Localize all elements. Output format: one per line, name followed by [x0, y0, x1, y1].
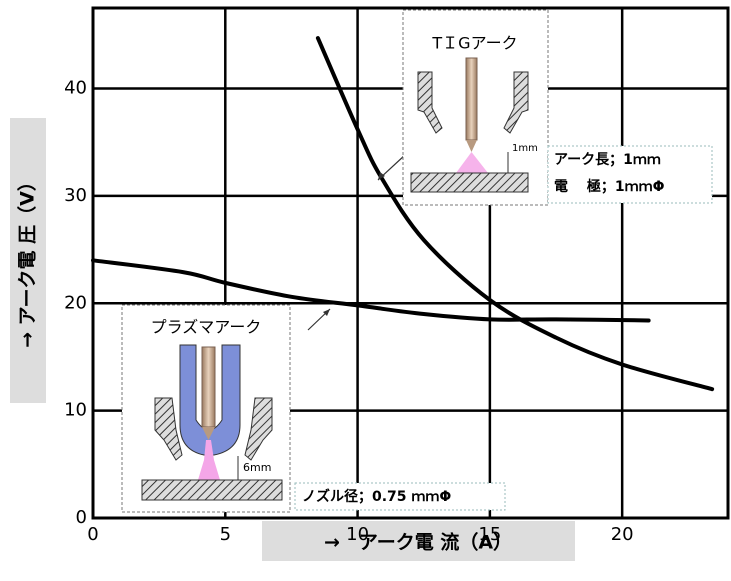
- electrode: [202, 347, 215, 427]
- y-tick-label: 30: [64, 185, 87, 206]
- workpiece: [142, 480, 282, 500]
- chart: TＩGアーク 1mm アーク長；1ｍｍ 電 極；1ｍｍΦ プラズマアーク 6mm…: [0, 0, 731, 581]
- info-line: 電 極；1ｍｍΦ: [554, 178, 665, 195]
- gap-label: 1mm: [512, 143, 538, 154]
- y-tick-label: 20: [64, 292, 87, 313]
- y-tick-label: 10: [64, 400, 87, 421]
- info-line: ノズル径；0.75 ｍｍΦ: [302, 488, 451, 505]
- x-tick-label: 5: [220, 524, 231, 545]
- electrode: [466, 58, 477, 140]
- y-tick-label: 0: [76, 507, 87, 528]
- info-line: アーク長；1ｍｍ: [554, 152, 661, 168]
- inset-title: TＩGアーク: [431, 34, 517, 53]
- gap-label: 6mm: [243, 461, 271, 474]
- x-tick-label: 20: [611, 524, 634, 545]
- workpiece: [411, 173, 528, 192]
- y-tick-label: 40: [64, 78, 87, 99]
- inset-title: プラズマアーク: [151, 318, 262, 337]
- x-tick-label: 15: [478, 524, 501, 545]
- x-tick-label: 0: [87, 524, 98, 545]
- x-tick-label: 10: [346, 524, 369, 545]
- y-axis-label: → アーク電 圧（V）: [16, 172, 39, 348]
